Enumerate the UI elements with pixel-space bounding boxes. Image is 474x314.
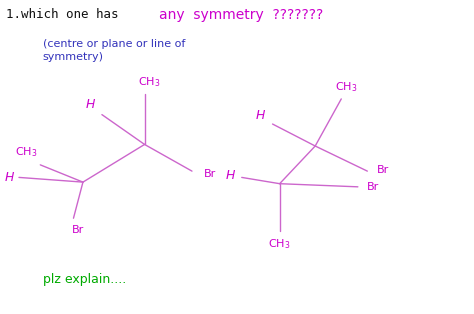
Text: (centre or plane or line of
symmetry): (centre or plane or line of symmetry): [43, 39, 185, 62]
Text: H: H: [85, 99, 95, 111]
Text: H: H: [5, 171, 14, 184]
Text: 1.which one has: 1.which one has: [6, 8, 118, 21]
Text: CH$_3$: CH$_3$: [138, 76, 161, 89]
Text: CH$_3$: CH$_3$: [16, 145, 38, 159]
Text: CH$_3$: CH$_3$: [268, 237, 291, 251]
Text: Br: Br: [367, 182, 380, 192]
Text: H: H: [225, 169, 235, 182]
Text: plz explain....: plz explain....: [43, 273, 126, 286]
Text: H: H: [256, 110, 265, 122]
Text: Br: Br: [204, 169, 216, 179]
Text: CH$_3$: CH$_3$: [335, 80, 357, 94]
Text: any  symmetry  ???????: any symmetry ???????: [159, 8, 323, 22]
Text: Br: Br: [377, 165, 389, 175]
Text: Br: Br: [72, 225, 84, 235]
